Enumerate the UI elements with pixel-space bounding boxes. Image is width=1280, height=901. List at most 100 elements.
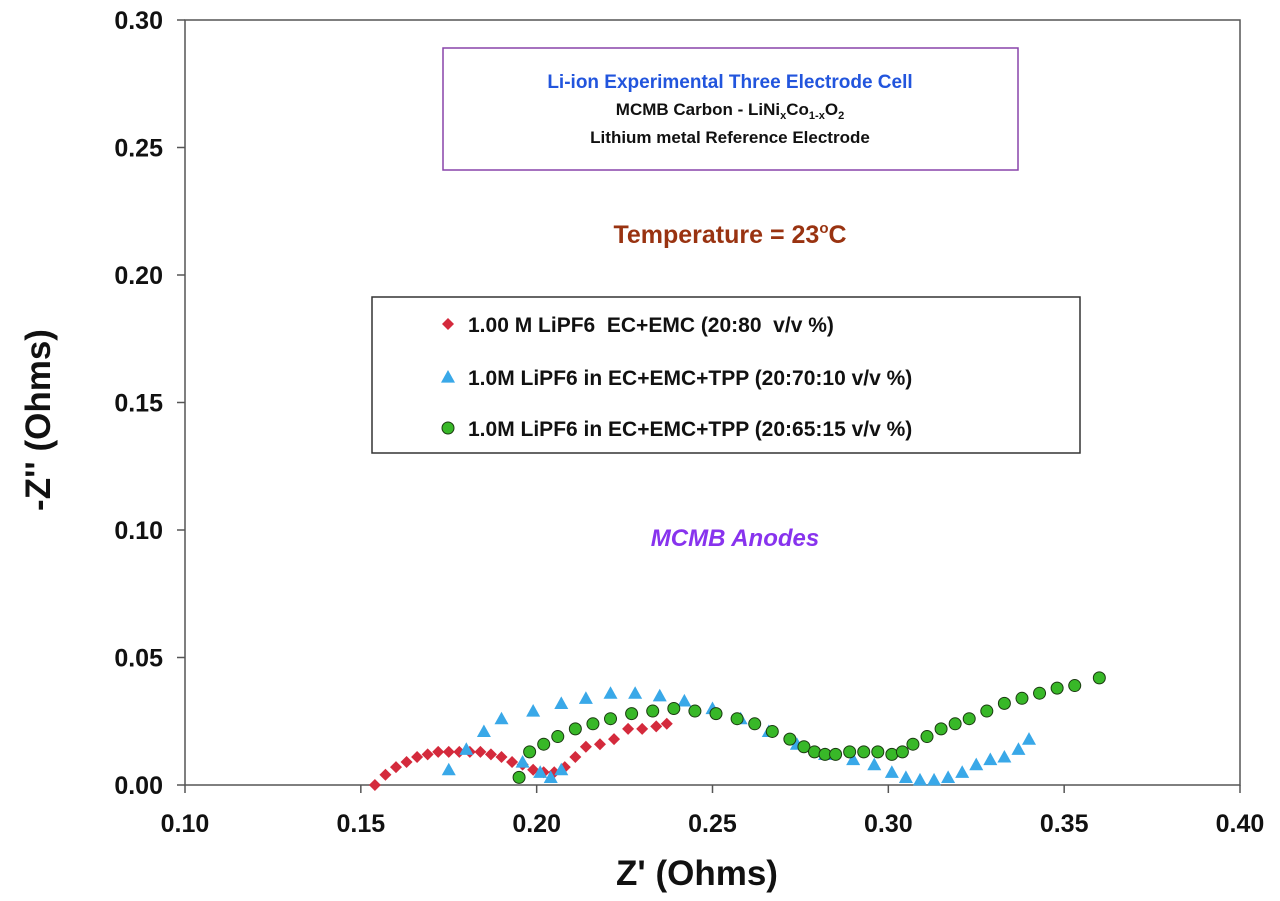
data-point bbox=[797, 740, 811, 754]
data-point bbox=[400, 756, 413, 769]
x-tick-label: 0.35 bbox=[1040, 810, 1089, 838]
legend-border bbox=[371, 296, 1081, 454]
y-tick-label: 0.00 bbox=[114, 772, 163, 800]
data-point bbox=[515, 755, 530, 768]
x-tick-label: 0.30 bbox=[864, 810, 913, 838]
info-reference: Lithium metal Reference Electrode bbox=[590, 128, 870, 147]
info-electrode: MCMB Carbon - LiNixCo1-xO2 bbox=[616, 100, 844, 122]
data-point bbox=[474, 745, 487, 758]
legend: 1.00 M LiPF6 EC+EMC (20:80 v/v %) 1.0M Li… bbox=[371, 296, 1081, 454]
x-tick-label: 0.25 bbox=[688, 810, 737, 838]
y-tick-label: 0.10 bbox=[114, 517, 163, 545]
temperature-sup: o bbox=[819, 220, 828, 237]
data-point bbox=[843, 745, 857, 759]
data-point bbox=[625, 707, 639, 721]
data-point bbox=[677, 693, 692, 707]
series-circle bbox=[512, 671, 1106, 784]
data-point bbox=[608, 733, 621, 746]
data-point bbox=[983, 752, 998, 766]
y-tick-label: 0.20 bbox=[114, 262, 163, 290]
data-point bbox=[484, 748, 497, 761]
data-point bbox=[628, 686, 643, 699]
data-point bbox=[895, 745, 909, 759]
info-title: Li-ion Experimental Three Electrode Cell bbox=[547, 72, 912, 93]
data-point bbox=[934, 722, 948, 736]
data-point bbox=[927, 772, 942, 786]
temperature-unit: C bbox=[829, 221, 847, 249]
temperature-label: Temperature = 23oC bbox=[613, 220, 846, 249]
data-point bbox=[533, 765, 548, 778]
info-electrode-text: MCMB Carbon - LiNi bbox=[616, 100, 780, 119]
data-point bbox=[1022, 732, 1036, 745]
data-point bbox=[578, 691, 593, 704]
y-tick-label: 0.25 bbox=[114, 135, 163, 163]
data-point bbox=[622, 722, 635, 735]
data-point bbox=[523, 745, 537, 759]
data-point bbox=[980, 704, 994, 718]
data-point bbox=[846, 752, 861, 766]
data-point bbox=[867, 757, 882, 771]
data-points bbox=[368, 671, 1106, 791]
info-sub-2: 2 bbox=[838, 110, 844, 122]
data-point bbox=[379, 768, 392, 781]
data-point bbox=[1015, 691, 1029, 705]
data-point bbox=[920, 730, 934, 744]
data-point bbox=[512, 770, 526, 784]
anode-annotation: MCMB Anodes bbox=[651, 525, 819, 552]
data-point bbox=[898, 770, 913, 783]
data-point bbox=[646, 704, 660, 718]
data-point bbox=[554, 762, 569, 776]
data-point bbox=[688, 704, 702, 718]
data-point bbox=[579, 740, 592, 753]
info-box-border bbox=[442, 47, 1019, 171]
x-tick-label: 0.15 bbox=[336, 810, 385, 838]
data-point bbox=[476, 724, 491, 738]
data-point bbox=[459, 742, 474, 755]
info-sub-x: x bbox=[780, 110, 787, 122]
data-point bbox=[495, 750, 508, 763]
legend-marker bbox=[442, 318, 454, 330]
data-point bbox=[871, 745, 885, 759]
x-tick-label: 0.10 bbox=[161, 810, 210, 838]
data-point bbox=[441, 762, 456, 776]
temperature-text: Temperature = 23 bbox=[613, 221, 819, 249]
legend-entries: 1.00 M LiPF6 EC+EMC (20:80 v/v %) 1.0M Li… bbox=[441, 314, 912, 441]
data-point bbox=[884, 765, 899, 778]
data-point bbox=[442, 745, 455, 758]
data-point bbox=[709, 707, 723, 721]
data-point bbox=[783, 732, 797, 746]
data-point bbox=[912, 772, 927, 786]
data-point bbox=[829, 747, 843, 761]
data-point bbox=[748, 717, 762, 731]
data-point bbox=[543, 770, 558, 783]
data-point bbox=[1092, 671, 1106, 685]
data-point bbox=[857, 745, 871, 759]
data-point bbox=[568, 722, 582, 736]
data-point bbox=[997, 696, 1011, 710]
data-point bbox=[997, 749, 1012, 763]
data-point bbox=[537, 737, 551, 751]
data-point bbox=[1068, 679, 1082, 693]
x-tick-label: 0.20 bbox=[512, 810, 561, 838]
data-point bbox=[551, 730, 565, 744]
legend-label: 1.0M LiPF6 in EC+EMC+TPP (20:70:10 v/v %… bbox=[468, 367, 912, 390]
data-point bbox=[969, 757, 984, 771]
info-sub-1x: 1-x bbox=[809, 110, 826, 122]
data-point bbox=[636, 722, 649, 735]
data-point bbox=[432, 745, 445, 758]
x-axis: 0.10 0.15 0.20 0.25 0.30 0.35 0.40 bbox=[161, 785, 1264, 838]
data-point bbox=[593, 738, 606, 751]
data-point bbox=[494, 711, 509, 725]
data-point bbox=[421, 748, 434, 761]
y-axis: 0.00 0.05 0.10 0.15 0.20 0.25 0.30 bbox=[114, 7, 185, 800]
data-point bbox=[948, 717, 962, 731]
info-co: Co bbox=[786, 100, 809, 119]
x-axis-title: Z' (Ohms) bbox=[616, 854, 778, 893]
legend-marker bbox=[441, 370, 455, 383]
data-point bbox=[962, 712, 976, 726]
data-point bbox=[660, 717, 673, 730]
data-point bbox=[650, 720, 663, 733]
data-point bbox=[1050, 681, 1064, 695]
data-point bbox=[885, 747, 899, 761]
